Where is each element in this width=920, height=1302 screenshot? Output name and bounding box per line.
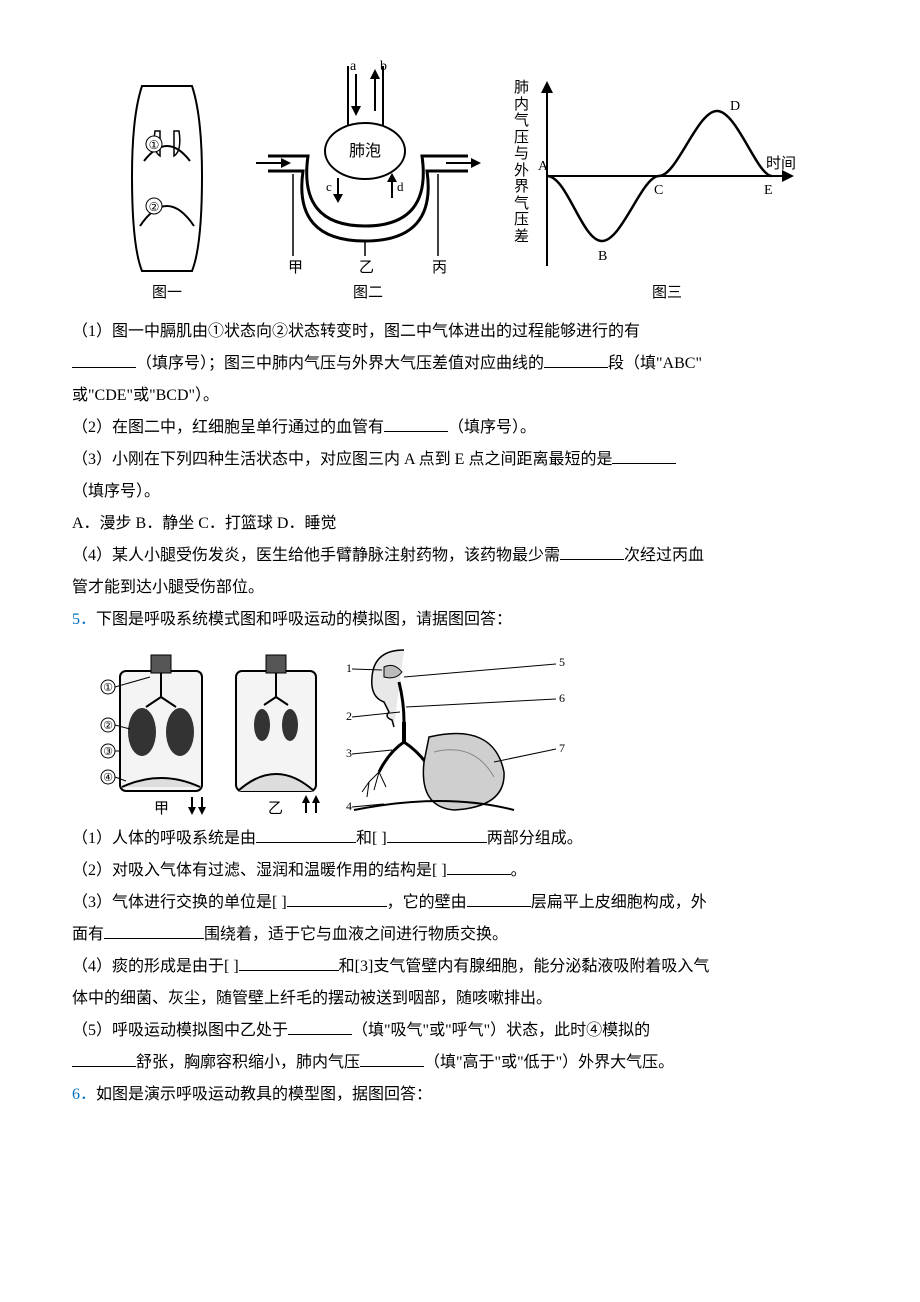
figure-3-ylabel: 肺内气压与外界气压差 — [514, 76, 532, 245]
blank — [239, 954, 339, 971]
q5-5-line2: 舒张，胸廓容积缩小，肺内气压（填"高于"或"低于"）外界大气压。 — [72, 1047, 848, 1079]
fig2-jia: 甲 — [288, 260, 303, 276]
svg-text:甲: 甲 — [154, 801, 169, 817]
fig2-a: a — [350, 59, 357, 74]
svg-text:5: 5 — [559, 655, 565, 669]
svg-text:3: 3 — [346, 746, 352, 760]
blank — [72, 1050, 136, 1067]
fig2-alveoli: 肺泡 — [349, 142, 381, 160]
blank — [467, 890, 531, 907]
q1-options: A．漫步 B．静坐 C．打篮球 D．睡觉 — [72, 508, 848, 540]
figure-3: 肺内气压与外界气压差 A B C D E 时间 图三 — [514, 76, 802, 308]
figure-2-label: 图二 — [353, 278, 383, 308]
q5-anatomy: 1 2 3 4 5 6 7 — [334, 642, 574, 817]
svg-text:④: ④ — [103, 772, 113, 784]
blank — [360, 1050, 424, 1067]
svg-text:6: 6 — [559, 691, 565, 705]
fig3-A: A — [538, 159, 549, 174]
q5-4-line2: 体中的细菌、灰尘，随管壁上纤毛的摆动被送到咽部，随咳嗽排出。 — [72, 983, 848, 1015]
svg-text:4: 4 — [346, 799, 352, 813]
svg-text:②: ② — [103, 720, 113, 732]
svg-text:7: 7 — [559, 741, 565, 755]
svg-text:①: ① — [103, 682, 113, 694]
q5-figures: ① ② ③ ④ 甲 乙 — [96, 642, 848, 817]
figure-row-1: ① ② 图一 a b 肺泡 — [112, 56, 848, 308]
q5-2: （2）对吸入气体有过滤、湿润和温暖作用的结构是[ ]。 — [72, 855, 848, 887]
q1-3-line2: （填序号）。 — [72, 476, 848, 508]
q5-intro: 5．下图是呼吸系统模式图和呼吸运动的模拟图，请据图回答： — [72, 604, 848, 636]
fig3-xlabel: 时间 — [766, 155, 796, 172]
figure-1-label: 图一 — [152, 278, 182, 308]
blank — [544, 351, 608, 368]
blank — [72, 351, 136, 368]
svg-text:乙: 乙 — [268, 801, 283, 817]
fig2-b: b — [380, 59, 387, 74]
q1-3-line1: （3）小刚在下列四种生活状态中，对应图三内 A 点到 E 点之间距离最短的是 — [72, 444, 848, 476]
fig2-d: d — [397, 179, 404, 194]
q5-jar-yi: 乙 — [220, 647, 330, 817]
q1-4-line2: 管才能到达小腿受伤部位。 — [72, 572, 848, 604]
blank — [384, 415, 448, 432]
fig2-c: c — [326, 179, 332, 194]
q1-2: （2）在图二中，红细胞呈单行通过的血管有（填序号）。 — [72, 412, 848, 444]
svg-text:1: 1 — [346, 661, 352, 675]
fig1-label-1: ① — [149, 138, 160, 152]
q5-3-line1: （3）气体进行交换的单位是[ ]，它的壁由层扁平上皮细胞构成，外 — [72, 887, 848, 919]
blank — [612, 447, 676, 464]
q1-1-line3: 或"CDE"或"BCD"）。 — [72, 380, 848, 412]
figure-3-svg: A B C D E 时间 — [532, 76, 802, 276]
figure-2-svg: a b 肺泡 c d 甲 乙 — [238, 56, 498, 276]
q1-1-line2: （填序号）；图三中肺内气压与外界大气压差值对应曲线的段（填"ABC" — [72, 348, 848, 380]
q5-1: （1）人体的呼吸系统是由和[ ]两部分组成。 — [72, 823, 848, 855]
blank — [256, 826, 356, 843]
fig3-D: D — [730, 99, 740, 114]
fig3-B: B — [598, 249, 607, 264]
blank — [387, 826, 487, 843]
q1-1-line1: （1）图一中膈肌由①状态向②状态转变时，图二中气体进出的过程能够进行的有 — [72, 316, 848, 348]
blank — [287, 890, 387, 907]
fig2-bing: 丙 — [432, 260, 447, 276]
figure-2: a b 肺泡 c d 甲 乙 — [238, 56, 498, 308]
q5-3-line2: 面有围绕着，适于它与血液之间进行物质交换。 — [72, 919, 848, 951]
figure-1-svg: ① ② — [112, 76, 222, 276]
q5-jar-jia: ① ② ③ ④ 甲 — [96, 647, 216, 817]
q5-4-line1: （4）痰的形成是由于[ ]和[3]支气管壁内有腺细胞，能分泌黏液吸附着吸入气 — [72, 951, 848, 983]
svg-text:③: ③ — [103, 746, 113, 758]
fig3-C: C — [654, 183, 663, 198]
blank — [447, 858, 511, 875]
blank — [288, 1018, 352, 1035]
q5-number: 5． — [72, 611, 96, 628]
q6-number: 6． — [72, 1086, 96, 1103]
fig1-label-2: ② — [149, 200, 160, 214]
q5-5-line1: （5）呼吸运动模拟图中乙处于（填"吸气"或"呼气"）状态，此时④模拟的 — [72, 1015, 848, 1047]
figure-1: ① ② 图一 — [112, 76, 222, 308]
blank — [560, 543, 624, 560]
fig2-yi: 乙 — [359, 260, 374, 276]
fig3-E: E — [764, 183, 773, 198]
figure-3-label: 图三 — [652, 278, 682, 308]
q6: 6．如图是演示呼吸运动教具的模型图，据图回答： — [72, 1079, 848, 1111]
blank — [104, 922, 204, 939]
q1-4-line1: （4）某人小腿受伤发炎，医生给他手臂静脉注射药物，该药物最少需次经过丙血 — [72, 540, 848, 572]
svg-text:2: 2 — [346, 709, 352, 723]
